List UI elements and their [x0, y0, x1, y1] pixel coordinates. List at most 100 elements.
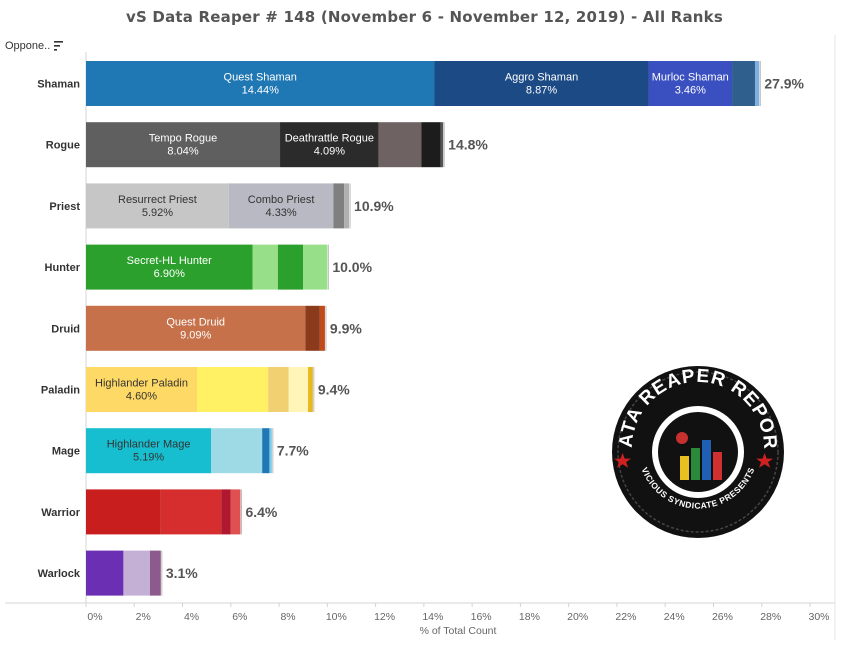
bar-segment[interactable] — [86, 367, 198, 412]
segment-value-label: 8.87% — [526, 85, 557, 97]
segment-value-label: 4.60% — [126, 391, 157, 403]
bar-segment[interactable] — [252, 244, 278, 290]
bar-segment[interactable] — [86, 61, 435, 106]
bar-segment[interactable] — [211, 428, 263, 474]
bar-segment[interactable] — [149, 550, 161, 596]
x-tick-label: 14% — [422, 611, 443, 623]
x-tick-label: 0% — [87, 611, 102, 623]
data-reaper-report-logo: DATA REAPER REPORT VICIOUS SYNDICATE PRE… — [610, 352, 784, 538]
bar-segment[interactable] — [378, 122, 422, 168]
x-tick-label: 6% — [232, 611, 247, 623]
x-tick-label: 20% — [567, 611, 588, 623]
bar-segment[interactable] — [123, 550, 150, 596]
bar-segment[interactable] — [86, 550, 124, 596]
segment-value-label: 5.92% — [142, 207, 173, 219]
bar-total-label: 27.9% — [764, 76, 804, 92]
segment-name-label: Aggro Shaman — [505, 72, 578, 84]
segment-name-label: Tempo Rogue — [149, 133, 218, 145]
segment-name-label: Combo Priest — [248, 194, 315, 206]
bar-segment[interactable] — [86, 244, 253, 290]
segment-name-label: Murloc Shaman — [652, 72, 729, 84]
bar-total-label: 10.9% — [354, 198, 394, 214]
segment-value-label: 6.90% — [154, 268, 185, 280]
bar-segment[interactable] — [160, 489, 222, 535]
bar-total-label: 9.9% — [330, 320, 362, 336]
category-label: Rogue — [46, 140, 80, 152]
x-axis-title: % of Total Count — [420, 625, 497, 637]
chart-title: vS Data Reaper # 148 (November 6 - Novem… — [126, 8, 723, 26]
segment-name-label: Quest Druid — [166, 316, 225, 328]
bar-segment[interactable] — [440, 122, 444, 168]
segment-value-label: 4.09% — [314, 146, 345, 158]
x-tick-label: 12% — [374, 611, 395, 623]
segment-value-label: 8.04% — [167, 146, 198, 158]
bar-segment[interactable] — [421, 122, 441, 168]
bar-total-label: 10.0% — [332, 259, 372, 275]
segment-name-label: Highlander Mage — [107, 439, 191, 451]
bar-segment[interactable] — [221, 489, 231, 535]
x-tick-label: 26% — [712, 611, 733, 623]
category-label: Mage — [52, 446, 80, 458]
bar-segment[interactable] — [269, 428, 272, 474]
x-tick-label: 18% — [519, 611, 540, 623]
sort-header-label: Oppone.. — [5, 40, 51, 52]
segment-value-label: 5.19% — [133, 452, 164, 464]
bar-segment[interactable] — [86, 428, 212, 474]
bar-total-label: 9.4% — [318, 382, 350, 398]
bar-segment[interactable] — [754, 61, 760, 106]
segment-value-label: 3.46% — [675, 85, 706, 97]
bar-segment[interactable] — [344, 183, 350, 229]
x-tick-label: 24% — [664, 611, 685, 623]
segment-name-label: Secret-HL Hunter — [127, 255, 213, 267]
bar-segment[interactable] — [230, 489, 241, 535]
x-tick-label: 30% — [808, 611, 829, 623]
x-tick-label: 28% — [760, 611, 781, 623]
category-label: Hunter — [45, 262, 81, 274]
x-tick-label: 8% — [280, 611, 295, 623]
bar-segment[interactable] — [732, 61, 755, 106]
category-label: Druid — [51, 323, 80, 335]
bar-segment[interactable] — [303, 244, 328, 290]
bar-total-label: 3.1% — [166, 565, 198, 581]
x-tick-label: 4% — [184, 611, 199, 623]
bar-segment[interactable] — [288, 367, 309, 412]
segment-value-label: 9.09% — [180, 329, 211, 341]
segment-name-label: Deathrattle Rogue — [285, 133, 374, 145]
segment-name-label: Resurrect Priest — [118, 194, 197, 206]
category-label: Warlock — [38, 568, 81, 580]
category-label: Priest — [49, 201, 80, 213]
sort-header[interactable]: Oppone.. — [5, 38, 66, 54]
segment-name-label: Highlander Paladin — [95, 378, 188, 390]
bar-total-label: 6.4% — [245, 504, 277, 520]
bar-segment[interactable] — [86, 183, 229, 229]
segment-value-label: 4.33% — [266, 207, 297, 219]
x-tick-label: 16% — [471, 611, 492, 623]
bar-segment[interactable] — [268, 367, 289, 412]
bar-segment[interactable] — [277, 244, 304, 290]
bar-segment[interactable] — [280, 122, 379, 168]
bar-segment[interactable] — [197, 367, 269, 412]
bar-segment[interactable] — [86, 489, 161, 535]
bar-segment[interactable] — [319, 305, 325, 351]
bar-segment[interactable] — [648, 61, 733, 106]
bar-segment[interactable] — [333, 183, 345, 229]
x-tick-label: 22% — [615, 611, 636, 623]
bar-segment[interactable] — [308, 367, 313, 412]
category-label: Shaman — [37, 79, 80, 91]
bar-segment[interactable] — [86, 122, 281, 168]
x-tick-label: 2% — [136, 611, 151, 623]
sort-descending-icon[interactable] — [54, 41, 66, 51]
bar-segment[interactable] — [86, 305, 306, 351]
bar-total-label: 7.7% — [277, 443, 309, 459]
bar-total-label: 14.8% — [448, 137, 488, 153]
category-label: Warrior — [41, 507, 80, 519]
bar-segment[interactable] — [305, 305, 320, 351]
x-tick-label: 10% — [326, 611, 347, 623]
category-label: Paladin — [41, 385, 80, 397]
segment-value-label: 14.44% — [242, 85, 280, 97]
bar-segment[interactable] — [228, 183, 334, 229]
bar-segment[interactable] — [434, 61, 649, 106]
segment-name-label: Quest Shaman — [224, 72, 297, 84]
bar-segment[interactable] — [262, 428, 270, 474]
